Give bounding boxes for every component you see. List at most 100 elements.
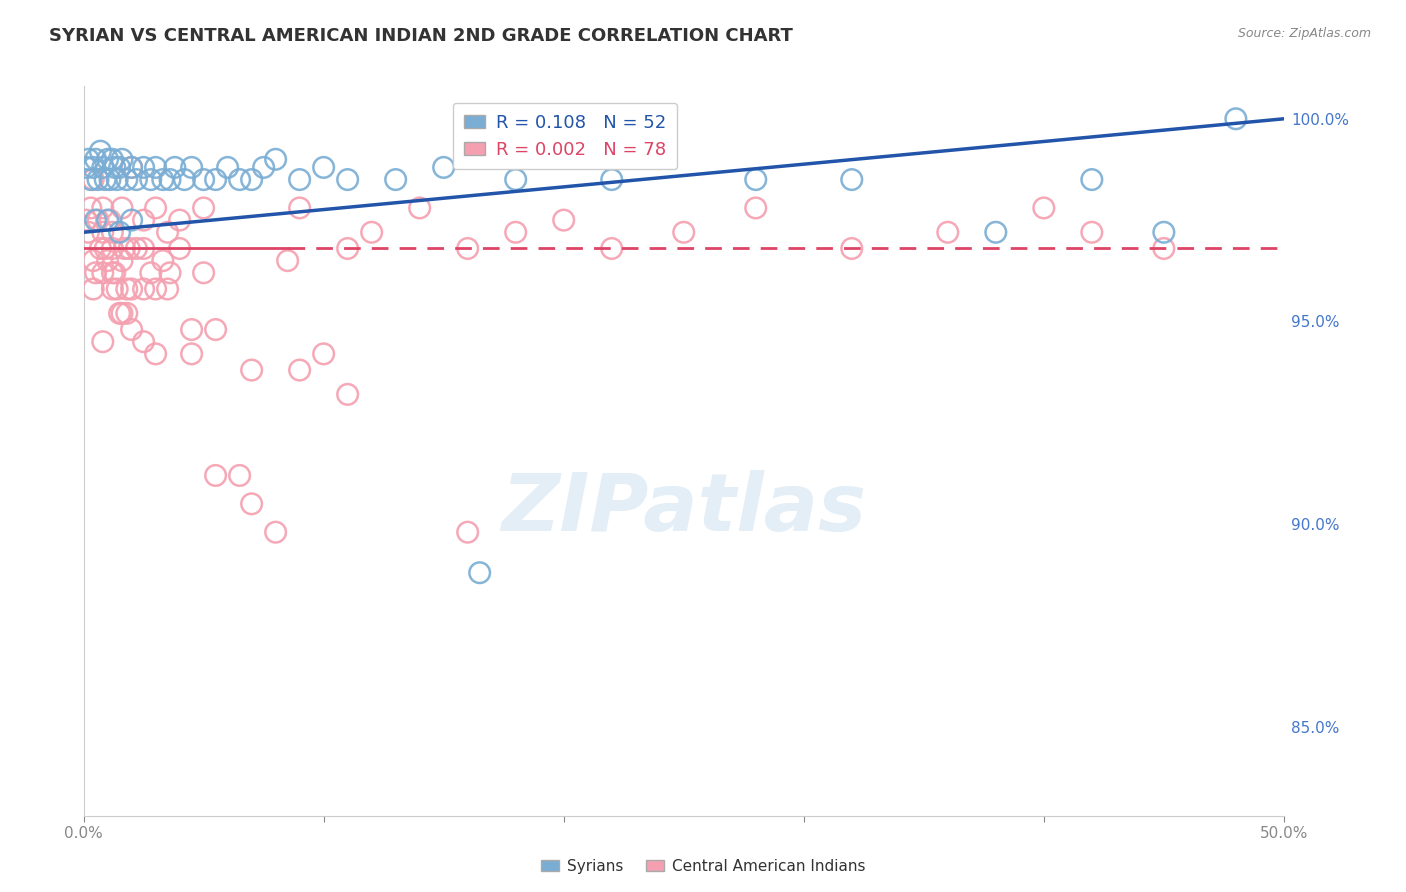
Point [228, 172, 250, 186]
Point [505, 172, 527, 186]
Point [121, 161, 143, 175]
Point [217, 161, 239, 175]
Point [75, 161, 97, 175]
Point [156, 282, 179, 296]
Point [91, 201, 114, 215]
Point [115, 282, 138, 296]
Point [193, 266, 215, 280]
Point [94, 242, 117, 256]
Point [433, 161, 456, 175]
Point [408, 201, 430, 215]
Point [841, 242, 863, 256]
Point [101, 242, 124, 256]
Point [145, 201, 167, 215]
Point [1081, 172, 1104, 186]
Point [288, 172, 311, 186]
Point [104, 161, 127, 175]
Point [1153, 242, 1175, 256]
Point [253, 161, 276, 175]
Point [101, 282, 124, 296]
Point [163, 161, 186, 175]
Point [80, 201, 103, 215]
Point [360, 225, 382, 239]
Text: ZIPatlas: ZIPatlas [501, 470, 866, 549]
Point [145, 282, 167, 296]
Point [80, 172, 103, 186]
Point [936, 225, 959, 239]
Point [457, 525, 479, 540]
Point [152, 253, 174, 268]
Point [87, 172, 110, 186]
Point [672, 225, 695, 239]
Point [1081, 225, 1104, 239]
Point [277, 253, 299, 268]
Point [553, 213, 575, 227]
Point [240, 497, 263, 511]
Point [745, 172, 768, 186]
Point [115, 306, 138, 320]
Point [264, 525, 287, 540]
Point [77, 153, 100, 167]
Point [132, 242, 155, 256]
Point [132, 334, 155, 349]
Point [82, 161, 104, 175]
Point [82, 253, 104, 268]
Point [101, 266, 124, 280]
Point [121, 322, 143, 336]
Point [1153, 225, 1175, 239]
Point [152, 172, 174, 186]
Point [468, 566, 491, 580]
Point [264, 153, 287, 167]
Point [841, 172, 863, 186]
Point [89, 242, 111, 256]
Point [91, 161, 114, 175]
Point [156, 225, 179, 239]
Point [193, 201, 215, 215]
Text: Source: ZipAtlas.com: Source: ZipAtlas.com [1237, 27, 1371, 40]
Point [105, 172, 128, 186]
Legend: R = 0.108   N = 52, R = 0.002   N = 78: R = 0.108 N = 52, R = 0.002 N = 78 [453, 103, 678, 169]
Point [1032, 201, 1054, 215]
Point [121, 282, 143, 296]
Point [132, 282, 155, 296]
Point [173, 172, 195, 186]
Point [112, 242, 135, 256]
Point [89, 145, 111, 159]
Point [180, 322, 202, 336]
Point [118, 242, 141, 256]
Point [193, 172, 215, 186]
Point [115, 172, 138, 186]
Point [159, 266, 181, 280]
Point [75, 213, 97, 227]
Point [159, 172, 181, 186]
Point [91, 266, 114, 280]
Point [105, 282, 128, 296]
Point [125, 242, 148, 256]
Point [336, 172, 359, 186]
Point [745, 201, 768, 215]
Point [125, 172, 148, 186]
Point [87, 213, 110, 227]
Point [384, 172, 406, 186]
Point [600, 172, 623, 186]
Point [84, 153, 107, 167]
Point [204, 322, 226, 336]
Point [94, 172, 117, 186]
Point [82, 172, 104, 186]
Point [111, 153, 134, 167]
Point [111, 201, 134, 215]
Point [108, 161, 131, 175]
Point [104, 266, 127, 280]
Point [97, 153, 120, 167]
Point [145, 161, 167, 175]
Point [169, 242, 191, 256]
Point [91, 225, 114, 239]
Point [240, 172, 263, 186]
Point [139, 266, 162, 280]
Legend: Syrians, Central American Indians: Syrians, Central American Indians [534, 853, 872, 880]
Point [312, 347, 335, 361]
Point [240, 363, 263, 377]
Point [169, 213, 191, 227]
Point [336, 387, 359, 401]
Point [288, 363, 311, 377]
